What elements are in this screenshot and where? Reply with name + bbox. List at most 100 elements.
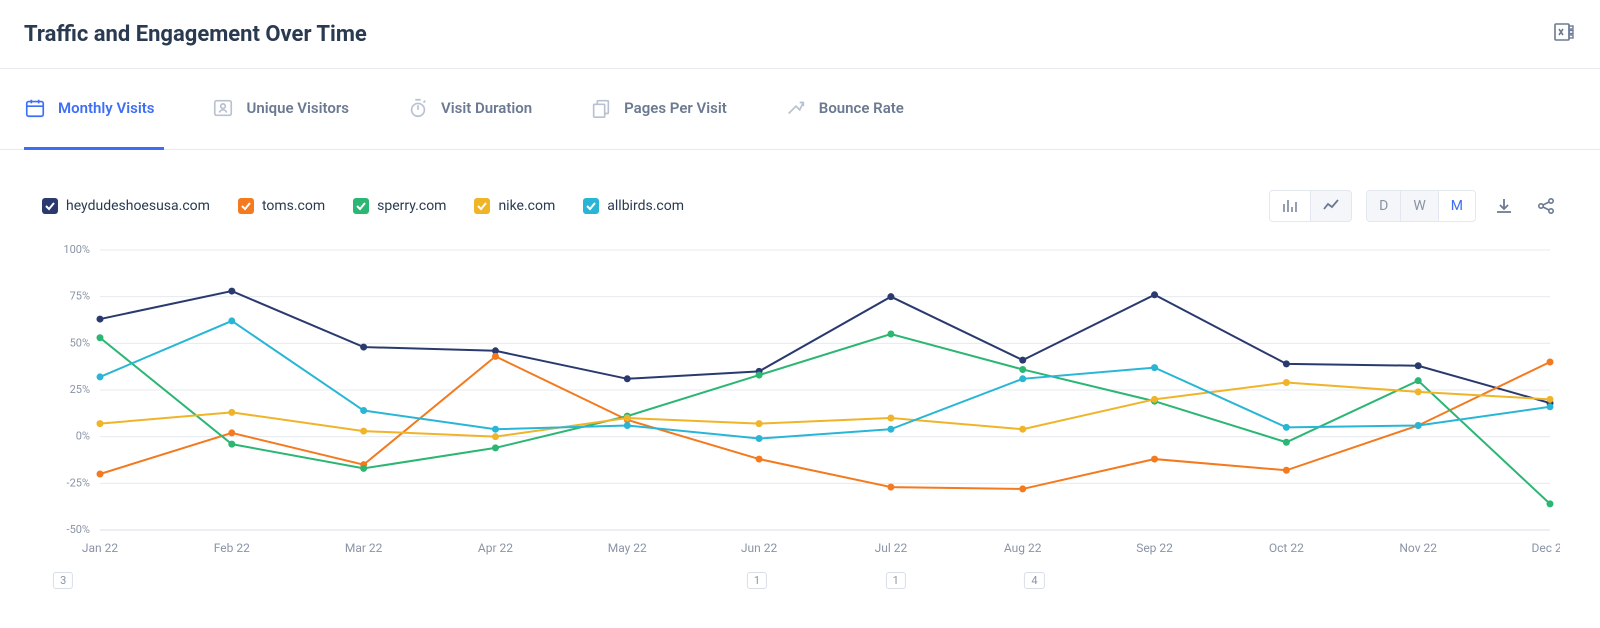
pages-icon — [590, 97, 612, 119]
controls-row: heydudeshoesusa.com toms.com sperry.com … — [0, 150, 1600, 240]
series-point-nike — [360, 428, 367, 435]
user-card-icon — [212, 97, 234, 119]
annotation-badge[interactable]: 3 — [53, 572, 73, 589]
svg-text:Feb 22: Feb 22 — [214, 541, 250, 555]
tab-monthly-visits[interactable]: Monthly Visits — [24, 69, 164, 150]
legend-label: toms.com — [262, 198, 325, 214]
chart-type-bar-button[interactable] — [1270, 191, 1311, 221]
series-point-sperry — [1547, 500, 1554, 507]
annotation-badge[interactable]: 1 — [886, 572, 906, 589]
tab-label: Bounce Rate — [819, 99, 904, 117]
series-point-heydude — [1019, 357, 1026, 364]
svg-text:-50%: -50% — [67, 523, 90, 536]
granularity-toggle: DWM — [1366, 190, 1476, 222]
tab-pages-per-visit[interactable]: Pages Per Visit — [590, 69, 737, 150]
series-point-toms — [492, 353, 499, 360]
svg-text:Dec 22: Dec 22 — [1532, 541, 1560, 555]
series-point-nike — [887, 415, 894, 422]
tab-visit-duration[interactable]: Visit Duration — [407, 69, 542, 150]
download-icon[interactable] — [1490, 192, 1518, 220]
series-point-allbirds — [492, 426, 499, 433]
series-point-heydude — [1151, 291, 1158, 298]
tab-unique-visitors[interactable]: Unique Visitors — [212, 69, 358, 150]
series-line-sperry — [100, 334, 1550, 504]
series-point-toms — [1547, 359, 1554, 366]
series-point-heydude — [1283, 360, 1290, 367]
svg-text:Jan 22: Jan 22 — [82, 541, 118, 555]
svg-text:May 22: May 22 — [608, 541, 647, 555]
series-point-sperry — [756, 372, 763, 379]
svg-text:Jun 22: Jun 22 — [741, 541, 778, 555]
series-point-allbirds — [360, 407, 367, 414]
svg-text:25%: 25% — [70, 383, 90, 396]
series-point-toms — [228, 429, 235, 436]
share-icon[interactable] — [1532, 192, 1560, 220]
calendar-icon — [24, 97, 46, 119]
series-point-sperry — [228, 441, 235, 448]
series-point-nike — [492, 433, 499, 440]
svg-text:50%: 50% — [70, 336, 90, 349]
series-point-allbirds — [97, 373, 104, 380]
series-point-toms — [756, 456, 763, 463]
series-line-toms — [100, 356, 1550, 489]
series-point-heydude — [887, 293, 894, 300]
legend-item-allbirds[interactable]: allbirds.com — [583, 198, 684, 214]
series-point-sperry — [887, 331, 894, 338]
svg-text:Sep 22: Sep 22 — [1136, 541, 1173, 555]
series-point-heydude — [360, 344, 367, 351]
series-point-allbirds — [624, 422, 631, 429]
series-point-toms — [1151, 456, 1158, 463]
checkbox-icon — [583, 198, 599, 214]
svg-text:-25%: -25% — [67, 476, 90, 489]
series-point-heydude — [97, 316, 104, 323]
series-point-heydude — [1415, 362, 1422, 369]
series-point-toms — [1283, 467, 1290, 474]
series-point-sperry — [492, 444, 499, 451]
legend-label: nike.com — [498, 198, 555, 214]
legend-item-nike[interactable]: nike.com — [474, 198, 555, 214]
export-excel-icon[interactable] — [1552, 20, 1576, 48]
legend-item-sperry[interactable]: sperry.com — [353, 198, 446, 214]
series-point-allbirds — [1151, 364, 1158, 371]
series-point-nike — [1415, 388, 1422, 395]
svg-text:Apr 22: Apr 22 — [478, 541, 513, 555]
legend-item-toms[interactable]: toms.com — [238, 198, 325, 214]
annotation-badge-row: 3 1 1 4 — [0, 572, 1600, 598]
stopwatch-icon — [407, 97, 429, 119]
chart-type-toggle — [1269, 190, 1352, 222]
series-line-nike — [100, 383, 1550, 437]
right-controls: DWM — [1269, 190, 1560, 222]
annotation-badge[interactable]: 1 — [747, 572, 767, 589]
chart-type-line-button[interactable] — [1311, 191, 1351, 221]
series-point-nike — [228, 409, 235, 416]
granularity-m-button[interactable]: M — [1439, 191, 1475, 221]
bounce-icon — [785, 97, 807, 119]
annotation-badge[interactable]: 4 — [1024, 572, 1044, 589]
svg-text:Aug 22: Aug 22 — [1004, 541, 1042, 555]
series-point-allbirds — [228, 317, 235, 324]
legend: heydudeshoesusa.com toms.com sperry.com … — [42, 198, 684, 214]
tab-bounce-rate[interactable]: Bounce Rate — [785, 69, 914, 150]
chart-area: -50%-25%0%25%50%75%100%Jan 22Feb 22Mar 2… — [0, 240, 1600, 572]
legend-label: heydudeshoesusa.com — [66, 198, 210, 214]
tab-label: Visit Duration — [441, 99, 532, 117]
legend-label: allbirds.com — [607, 198, 684, 214]
series-point-nike — [756, 420, 763, 427]
series-point-heydude — [228, 288, 235, 295]
series-point-allbirds — [1415, 422, 1422, 429]
series-point-toms — [1019, 485, 1026, 492]
series-point-toms — [97, 471, 104, 478]
granularity-d-button[interactable]: D — [1367, 191, 1401, 221]
series-point-nike — [1547, 396, 1554, 403]
tab-label: Monthly Visits — [58, 99, 154, 117]
series-point-nike — [1151, 396, 1158, 403]
svg-text:Oct 22: Oct 22 — [1269, 541, 1304, 555]
series-point-nike — [624, 415, 631, 422]
series-point-allbirds — [887, 426, 894, 433]
series-point-sperry — [97, 334, 104, 341]
tab-label: Unique Visitors — [246, 99, 348, 117]
legend-item-heydude[interactable]: heydudeshoesusa.com — [42, 198, 210, 214]
line-chart-svg: -50%-25%0%25%50%75%100%Jan 22Feb 22Mar 2… — [40, 240, 1560, 560]
granularity-w-button[interactable]: W — [1401, 191, 1438, 221]
tab-label: Pages Per Visit — [624, 99, 727, 117]
